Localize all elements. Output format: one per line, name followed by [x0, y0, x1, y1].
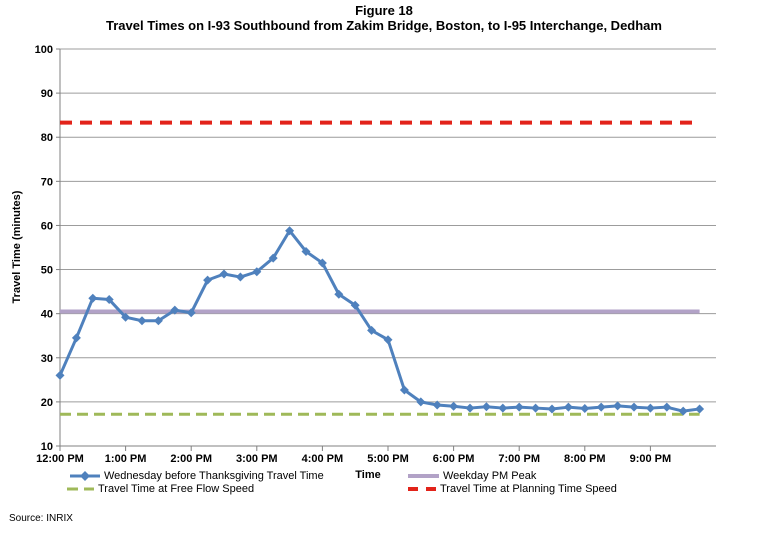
data-point-marker [613, 401, 623, 411]
legend-label: Wednesday before Thanksgiving Travel Tim… [104, 469, 324, 482]
legend-item-free-flow-speed: Travel Time at Free Flow Speed [67, 482, 254, 495]
legend-marker-dashed-line-icon [67, 487, 94, 490]
legend-marker-line-diamond-icon [70, 470, 100, 481]
svg-text:5:00 PM: 5:00 PM [367, 453, 409, 465]
legend-item-wednesday-travel-time: Wednesday before Thanksgiving Travel Tim… [70, 469, 324, 482]
data-point-marker [481, 402, 491, 412]
data-point-marker [285, 226, 295, 236]
data-point-marker [301, 246, 311, 256]
data-point-marker [121, 312, 131, 322]
svg-text:4:00 PM: 4:00 PM [302, 453, 344, 465]
svg-text:2:00 PM: 2:00 PM [170, 453, 212, 465]
data-point-marker [498, 403, 508, 413]
data-point-marker [252, 267, 262, 277]
data-point-marker [678, 406, 688, 416]
data-point-marker [350, 300, 360, 310]
data-point-marker [531, 403, 541, 413]
svg-text:12:00 PM: 12:00 PM [36, 453, 84, 465]
svg-text:7:00 PM: 7:00 PM [498, 453, 540, 465]
y-axis-title: Travel Time (minutes) [11, 190, 23, 304]
svg-text:30: 30 [41, 353, 53, 365]
svg-text:8:00 PM: 8:00 PM [564, 453, 606, 465]
data-point-marker [317, 258, 327, 268]
data-point-marker [580, 404, 590, 414]
data-point-marker [465, 403, 475, 413]
data-point-marker [383, 335, 393, 345]
svg-text:100: 100 [35, 44, 53, 56]
x-axis-title: Time [355, 469, 381, 481]
svg-text:3:00 PM: 3:00 PM [236, 453, 278, 465]
figure-number-title: Figure 18 [355, 3, 413, 18]
legend-label: Weekday PM Peak [443, 469, 537, 482]
svg-text:40: 40 [41, 309, 53, 321]
data-point-marker [416, 397, 426, 407]
data-point-marker [432, 400, 442, 410]
svg-text:70: 70 [41, 176, 53, 188]
data-point-marker [334, 289, 344, 299]
data-point-marker [104, 295, 114, 305]
data-point-marker [153, 316, 163, 326]
x-tick-labels: 12:00 PM 1:00 PM 2:00 PM 3:00 PM 4:00 PM 5:00… [36, 453, 671, 465]
data-point-marker [563, 402, 573, 412]
data-point-marker [235, 272, 245, 282]
data-point-marker [186, 308, 196, 318]
series-wednesday-travel-time [55, 226, 705, 416]
data-point-marker [629, 402, 639, 412]
legend-label: Travel Time at Free Flow Speed [98, 482, 255, 495]
data-point-marker [71, 333, 81, 343]
data-point-marker [170, 305, 180, 315]
data-point-marker [514, 402, 524, 412]
data-point-marker [367, 325, 377, 335]
data-point-marker [596, 402, 606, 412]
svg-text:20: 20 [41, 397, 53, 409]
chart-title: Travel Times on I-93 Southbound from Zak… [106, 18, 662, 33]
data-point-marker [399, 385, 409, 395]
svg-text:90: 90 [41, 88, 53, 100]
source-note: Source: INRIX [9, 513, 73, 524]
data-point-marker [449, 401, 459, 411]
svg-text:1:00 PM: 1:00 PM [105, 453, 147, 465]
axes [56, 48, 716, 451]
data-point-marker [203, 275, 213, 285]
data-point-marker [645, 403, 655, 413]
data-point-marker [219, 269, 229, 279]
data-point-marker [55, 370, 65, 380]
svg-text:60: 60 [41, 220, 53, 232]
legend-marker-solid-line-icon [408, 473, 439, 478]
svg-text:80: 80 [41, 132, 53, 144]
legend-item-planning-time-speed: Travel Time at Planning Time Speed [408, 482, 617, 495]
svg-text:50: 50 [41, 265, 53, 277]
legend-label: Travel Time at Planning Time Speed [440, 482, 617, 495]
svg-text:10: 10 [41, 441, 53, 453]
legend-marker-dashed-line-icon [408, 486, 436, 491]
data-point-marker [137, 316, 147, 326]
svg-text:9:00 PM: 9:00 PM [630, 453, 672, 465]
legend-item-weekday-pm-peak: Weekday PM Peak [408, 469, 536, 482]
data-point-marker [268, 253, 278, 263]
data-point-marker [547, 404, 557, 414]
data-point-marker [88, 293, 98, 303]
data-point-marker [695, 404, 705, 414]
y-tick-labels: 10 20 30 40 50 60 70 80 90 100 [35, 44, 53, 453]
svg-text:6:00 PM: 6:00 PM [433, 453, 475, 465]
gridlines [60, 48, 716, 403]
data-point-marker [662, 402, 672, 412]
